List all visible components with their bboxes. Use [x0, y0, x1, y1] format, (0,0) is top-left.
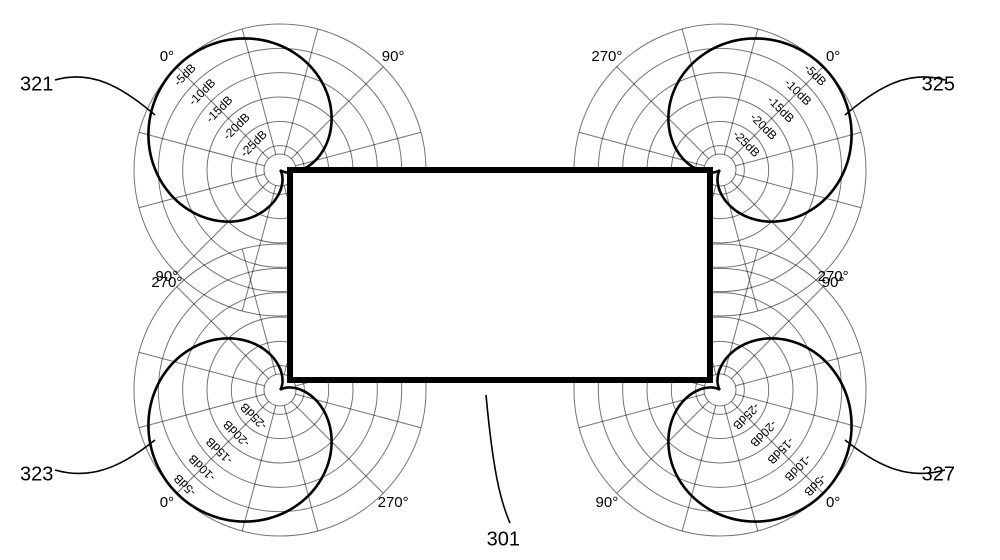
- angle-label: 270°: [818, 268, 849, 285]
- diagram-canvas: 0°90°180°270°-5dB-10dB-15dB-20dB-25dB0°9…: [0, 0, 1000, 560]
- angle-label: 90°: [382, 48, 405, 65]
- callout-text-323: 323: [20, 463, 53, 485]
- callout-text-325: 325: [922, 73, 955, 95]
- angle-label: 0°: [160, 494, 174, 511]
- device-body: [290, 170, 710, 380]
- angle-label: 0°: [826, 48, 840, 65]
- angle-label: 0°: [160, 48, 174, 65]
- callout-leader: [55, 77, 155, 115]
- angle-label: 270°: [378, 494, 409, 511]
- angle-label: 90°: [596, 494, 619, 511]
- angle-label: 270°: [591, 48, 622, 65]
- callout-text-321: 321: [20, 73, 53, 95]
- callout-leader: [486, 395, 510, 523]
- callout-leader: [55, 440, 155, 473]
- callout-text-327: 327: [922, 463, 955, 485]
- callout-text-301: 301: [487, 528, 520, 550]
- angle-label: 90°: [156, 268, 179, 285]
- angle-label: 0°: [826, 494, 840, 511]
